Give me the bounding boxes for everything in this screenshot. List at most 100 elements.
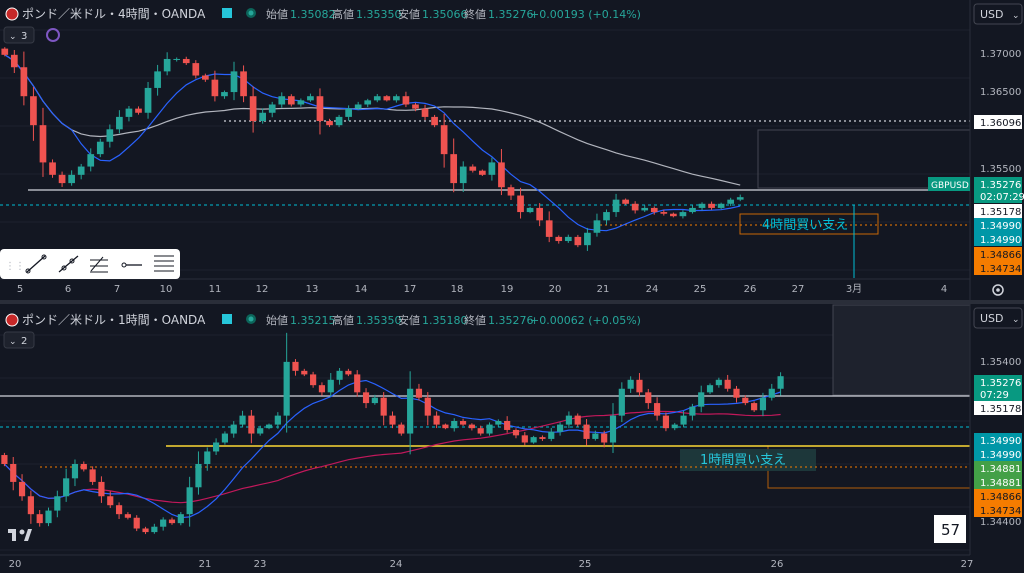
candle-body <box>627 379 634 389</box>
candle-body <box>421 108 429 117</box>
candle-body <box>195 464 202 488</box>
bottom-badge-countdown: 07:29 <box>980 390 1009 401</box>
bottom-currency-button[interactable]: USD ⌄ <box>973 307 1023 329</box>
candle-body <box>670 213 677 217</box>
top-tick-3: 1.35500 <box>980 164 1021 175</box>
candle-body <box>107 496 114 506</box>
top-indicator-toggle[interactable] <box>3 26 35 44</box>
top-badge-orange2: 1.34734 <box>980 264 1021 275</box>
top-badge-teal2: 1.34990 <box>980 235 1021 246</box>
candle-body <box>631 203 639 211</box>
candle-body <box>536 207 543 221</box>
candle-body <box>565 415 572 425</box>
candle-body <box>380 397 387 416</box>
candle-body <box>354 104 362 109</box>
candle-body <box>680 415 687 425</box>
time-axis-label: 27 <box>961 559 974 570</box>
gear-icon[interactable] <box>992 284 1004 296</box>
candle-body <box>125 108 133 117</box>
candle-body <box>609 415 617 443</box>
candle-body <box>393 96 400 101</box>
candle-body <box>724 379 731 389</box>
candle-body <box>584 232 591 246</box>
bottom-ohlc-low-label: 安値 <box>398 313 420 327</box>
candle-body <box>486 424 493 434</box>
bottom-flag-icon <box>5 313 19 327</box>
time-axis-label: 14 <box>355 284 368 295</box>
top-price-axis: 1.37000 1.36500 1.35500 1.36096 GBPUSD 1… <box>928 0 1024 300</box>
parallel-channel-tool-icon[interactable] <box>154 255 174 272</box>
drag-handle-icon[interactable]: ⋮⋮ <box>5 261 25 272</box>
candle-body <box>115 505 123 515</box>
candle-body <box>10 54 18 68</box>
bottom-ohlc-close: 1.35276 <box>488 314 534 327</box>
bottom-indicator-count: 2 <box>21 336 27 347</box>
bottom-badge-green2: 1.34881 <box>980 478 1021 489</box>
candle-body <box>96 141 104 155</box>
candle-body <box>603 212 610 221</box>
time-axis-label: 24 <box>390 559 403 570</box>
time-axis-label: 21 <box>199 559 212 570</box>
candle-body <box>698 392 705 407</box>
tradingview-logo-icon[interactable] <box>8 529 32 541</box>
candle-body <box>230 424 237 434</box>
candle-body <box>354 374 361 393</box>
candle-body <box>257 428 264 434</box>
bottom-badge-green1: 1.34881 <box>980 464 1021 475</box>
pane-separator[interactable] <box>0 300 1024 304</box>
candle-body <box>192 63 200 76</box>
candle-body <box>601 433 608 443</box>
top-currency-button[interactable]: USD ⌄ <box>973 3 1023 25</box>
candle-body <box>133 517 140 529</box>
corner-number: 57 <box>941 521 960 539</box>
bottom-moving-average-blue <box>3 379 781 519</box>
time-axis-label: 7 <box>114 284 120 295</box>
bottom-gray-zone <box>832 304 971 396</box>
candle-body <box>204 451 211 464</box>
bottom-pane: 1時間買い支え <box>0 304 971 551</box>
bottom-title[interactable]: ポンド／米ドル・1時間・OANDA <box>22 313 206 327</box>
top-flag-badge-icon <box>222 8 232 18</box>
top-ohlc-close-label: 終値 <box>464 7 486 21</box>
candle-body <box>442 424 449 429</box>
candle-body <box>556 424 564 432</box>
candle-body <box>383 96 391 101</box>
bottom-indicator-toggle[interactable] <box>3 331 35 349</box>
candle-body <box>168 519 176 524</box>
candle-body <box>345 370 352 375</box>
candle-body <box>433 415 440 425</box>
candle-body <box>530 437 537 443</box>
candle-body <box>336 370 343 380</box>
candle-body <box>459 166 467 184</box>
candle-body <box>564 236 572 242</box>
horizontal-ray-tool-icon[interactable] <box>121 262 142 268</box>
bottom-ohlc-low: 1.35180 <box>422 314 468 327</box>
candle-body <box>645 392 652 404</box>
candle-body <box>239 415 246 425</box>
indicator-settings-icon[interactable] <box>46 28 60 42</box>
candle-body <box>39 125 47 163</box>
candle-body <box>240 71 247 97</box>
candle-body <box>708 203 715 208</box>
ray-tool-icon[interactable] <box>58 255 79 273</box>
candle-body <box>151 526 158 533</box>
candle-body <box>283 361 290 416</box>
svg-text:USD: USD <box>980 8 1004 21</box>
top-ohlc-change: +0.00193 (+0.14%) <box>530 8 641 21</box>
candle-body <box>398 424 405 434</box>
candle-body <box>274 415 281 425</box>
top-title[interactable]: ポンド／米ドル・4時間・OANDA <box>22 7 206 21</box>
top-tick-2: 1.36500 <box>980 87 1021 98</box>
time-axis-label: 13 <box>306 284 319 295</box>
trend-line-tool-icon[interactable] <box>25 254 47 274</box>
candle-body <box>362 392 370 404</box>
top-support-zone <box>739 213 879 235</box>
fib-retracement-tool-icon[interactable] <box>90 256 108 273</box>
candle-body <box>548 431 555 439</box>
bottom-ohlc-open: 1.35215 <box>290 314 336 327</box>
chevron-down-icon: ⌄ <box>1012 315 1020 325</box>
candle-body <box>135 108 142 113</box>
candle-body <box>106 129 114 142</box>
